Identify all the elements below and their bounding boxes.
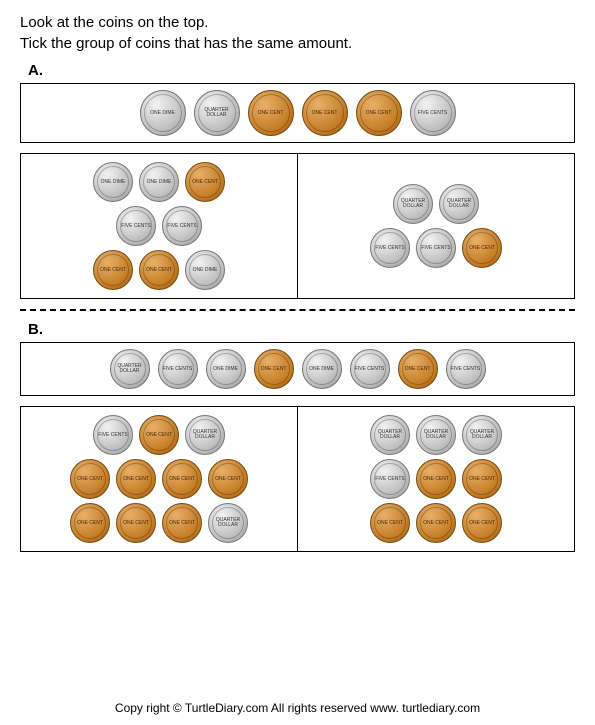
penny-coin: ONE CENT — [162, 503, 202, 543]
penny-coin: ONE CENT — [416, 459, 456, 499]
coin-row: FIVE CENTSFIVE CENTSONE CENT — [370, 228, 502, 268]
answer-option-right[interactable]: QUARTER DOLLARQUARTER DOLLARQUARTER DOLL… — [297, 407, 574, 551]
answer-option-right[interactable]: QUARTER DOLLARQUARTER DOLLARFIVE CENTSFI… — [297, 154, 574, 298]
quarter-coin: QUARTER DOLLAR — [208, 503, 248, 543]
nickel-coin: FIVE CENTS — [370, 459, 410, 499]
penny-coin: ONE CENT — [139, 250, 179, 290]
penny-coin: ONE CENT — [93, 250, 133, 290]
penny-coin: ONE CENT — [416, 503, 456, 543]
penny-coin: ONE CENT — [356, 90, 402, 136]
coin-row: ONE CENTONE CENTONE CENTQUARTER DOLLAR — [70, 503, 248, 543]
penny-coin: ONE CENT — [370, 503, 410, 543]
coin-row: FIVE CENTSFIVE CENTS — [116, 206, 202, 246]
section-divider — [20, 309, 575, 311]
dime-coin: ONE DIME — [93, 162, 133, 202]
quarter-coin: QUARTER DOLLAR — [110, 349, 150, 389]
answer-option-left[interactable]: FIVE CENTSONE CENTQUARTER DOLLARONE CENT… — [21, 407, 297, 551]
coin-row: ONE CENTONE CENTONE CENT — [370, 503, 502, 543]
answer-option-left[interactable]: ONE DIMEONE DIMEONE CENTFIVE CENTSFIVE C… — [21, 154, 297, 298]
coin-row: FIVE CENTSONE CENTQUARTER DOLLAR — [93, 415, 225, 455]
nickel-coin: FIVE CENTS — [410, 90, 456, 136]
reference-coin-box: QUARTER DOLLARFIVE CENTSONE DIMEONE CENT… — [20, 342, 575, 396]
penny-coin: ONE CENT — [162, 459, 202, 499]
section-label: A. — [28, 62, 575, 79]
dime-coin: ONE DIME — [302, 349, 342, 389]
penny-coin: ONE CENT — [116, 459, 156, 499]
nickel-coin: FIVE CENTS — [416, 228, 456, 268]
quarter-coin: QUARTER DOLLAR — [462, 415, 502, 455]
quarter-coin: QUARTER DOLLAR — [416, 415, 456, 455]
penny-coin: ONE CENT — [254, 349, 294, 389]
copyright-footer: Copy right © TurtleDiary.com All rights … — [0, 701, 595, 715]
section-label: B. — [28, 321, 575, 338]
answer-options-box: FIVE CENTSONE CENTQUARTER DOLLARONE CENT… — [20, 406, 575, 552]
penny-coin: ONE CENT — [139, 415, 179, 455]
coin-row: QUARTER DOLLARQUARTER DOLLARQUARTER DOLL… — [370, 415, 502, 455]
penny-coin: ONE CENT — [116, 503, 156, 543]
coin-row: FIVE CENTSONE CENTONE CENT — [370, 459, 502, 499]
penny-coin: ONE CENT — [398, 349, 438, 389]
dime-coin: ONE DIME — [185, 250, 225, 290]
quarter-coin: QUARTER DOLLAR — [185, 415, 225, 455]
coin-row: ONE CENTONE CENTONE DIME — [93, 250, 225, 290]
dime-coin: ONE DIME — [206, 349, 246, 389]
reference-coin-box: ONE DIMEQUARTER DOLLARONE CENTONE CENTON… — [20, 83, 575, 143]
penny-coin: ONE CENT — [462, 459, 502, 499]
instruction-line-2: Tick the group of coins that has the sam… — [20, 33, 575, 54]
quarter-coin: QUARTER DOLLAR — [194, 90, 240, 136]
quarter-coin: QUARTER DOLLAR — [393, 184, 433, 224]
nickel-coin: FIVE CENTS — [162, 206, 202, 246]
coin-row: QUARTER DOLLARQUARTER DOLLAR — [393, 184, 479, 224]
penny-coin: ONE CENT — [70, 459, 110, 499]
penny-coin: ONE CENT — [462, 228, 502, 268]
dime-coin: ONE DIME — [140, 90, 186, 136]
penny-coin: ONE CENT — [70, 503, 110, 543]
answer-options-box: ONE DIMEONE DIMEONE CENTFIVE CENTSFIVE C… — [20, 153, 575, 299]
penny-coin: ONE CENT — [248, 90, 294, 136]
quarter-coin: QUARTER DOLLAR — [439, 184, 479, 224]
nickel-coin: FIVE CENTS — [93, 415, 133, 455]
penny-coin: ONE CENT — [208, 459, 248, 499]
coin-row: ONE DIMEONE DIMEONE CENT — [93, 162, 225, 202]
nickel-coin: FIVE CENTS — [370, 228, 410, 268]
nickel-coin: FIVE CENTS — [350, 349, 390, 389]
nickel-coin: FIVE CENTS — [446, 349, 486, 389]
dime-coin: ONE DIME — [139, 162, 179, 202]
nickel-coin: FIVE CENTS — [116, 206, 156, 246]
penny-coin: ONE CENT — [462, 503, 502, 543]
quarter-coin: QUARTER DOLLAR — [370, 415, 410, 455]
instruction-line-1: Look at the coins on the top. — [20, 12, 575, 33]
penny-coin: ONE CENT — [185, 162, 225, 202]
penny-coin: ONE CENT — [302, 90, 348, 136]
nickel-coin: FIVE CENTS — [158, 349, 198, 389]
coin-row: ONE CENTONE CENTONE CENTONE CENT — [70, 459, 248, 499]
